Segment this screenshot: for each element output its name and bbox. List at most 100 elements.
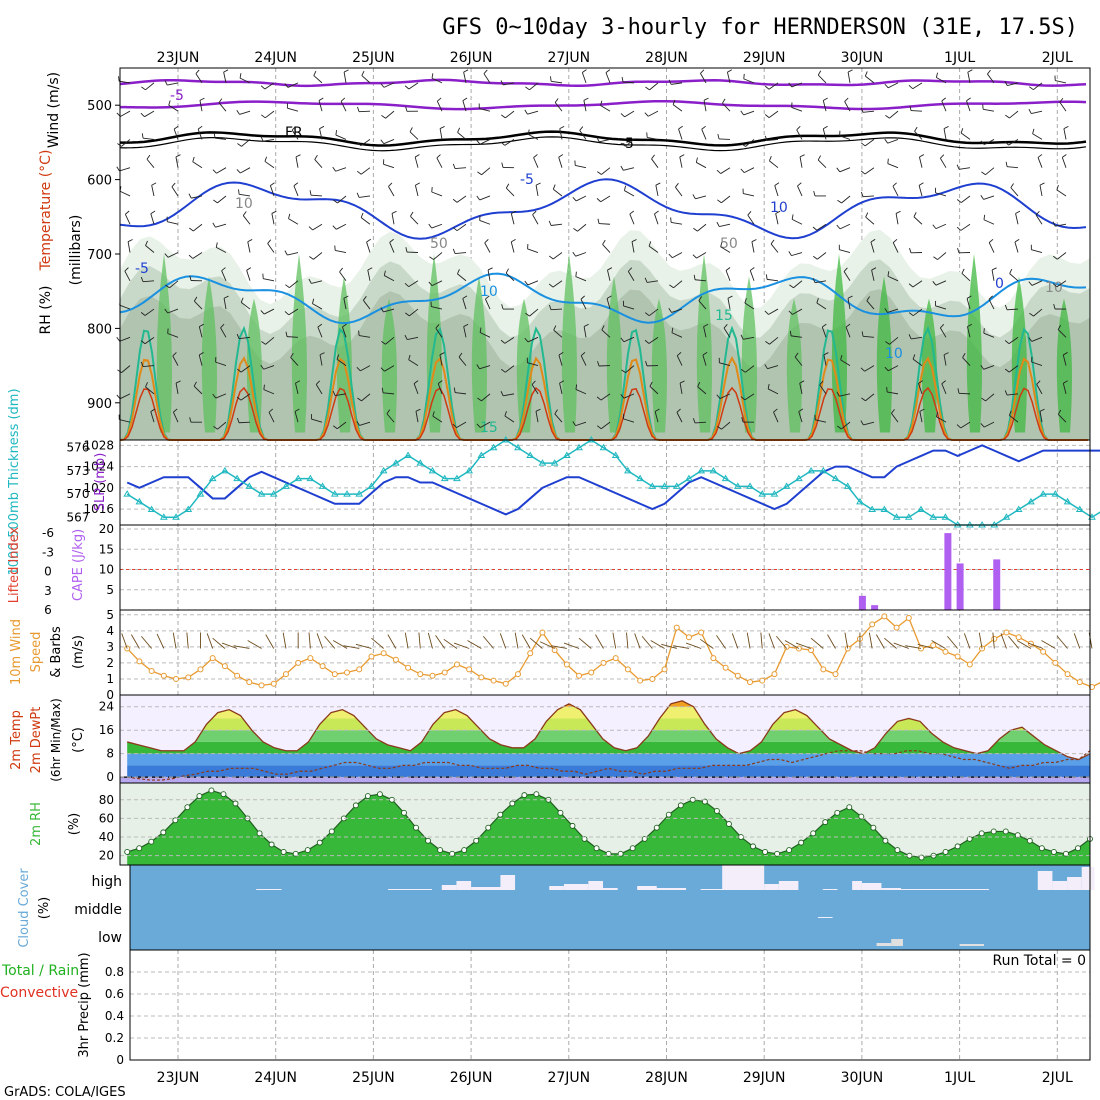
surface-wind-barb <box>612 632 617 649</box>
high-cloud-block <box>549 886 564 890</box>
wind-barb <box>648 110 659 117</box>
wind-barb <box>864 167 875 175</box>
wind-barb <box>239 193 251 197</box>
wind-barb <box>383 82 395 88</box>
wind-barb-flag <box>284 250 288 256</box>
wind-barb <box>697 386 707 395</box>
wind-barb <box>743 78 755 84</box>
wind-barb <box>843 271 851 282</box>
wind-barb <box>887 139 899 144</box>
wind-barb <box>290 357 299 366</box>
high-cloud-block <box>700 889 726 890</box>
wind-barb <box>197 128 203 140</box>
wind-barb-flag <box>1029 86 1034 91</box>
wind-speed-point <box>759 677 766 684</box>
wind-barb <box>798 411 803 423</box>
wind-barb <box>935 305 947 310</box>
wind-barb <box>671 82 683 85</box>
wind-barb-flag <box>768 156 772 162</box>
precip-tick-label: 0.2 <box>105 1031 124 1045</box>
surface-wind-barb <box>931 640 946 649</box>
wind-barb <box>1062 354 1067 366</box>
wind-barb-flag <box>912 354 916 360</box>
wind-barb <box>146 158 155 168</box>
wind-barb-flag <box>861 397 866 402</box>
rh-point <box>533 791 540 798</box>
contour-label: -5 <box>520 172 534 188</box>
rh-tick-label: 40 <box>99 830 114 844</box>
wind-barb-flag <box>675 182 679 188</box>
high-cloud-block <box>637 886 657 890</box>
thickness-marker <box>782 482 791 489</box>
wind-barb-flag <box>935 72 938 78</box>
wind-barb <box>960 195 971 203</box>
wind-barb-flag <box>884 308 888 313</box>
wind-barb <box>816 223 827 231</box>
wind-barb-flag <box>332 166 336 172</box>
wind-barb-flag <box>215 242 218 248</box>
rh-point <box>786 847 793 854</box>
wind-barb <box>504 415 515 423</box>
wind-barb <box>167 82 179 86</box>
wind-barb-flag <box>319 352 325 356</box>
rh-point <box>593 845 600 852</box>
wind-barb-flag <box>887 158 889 164</box>
wind-barb-flag <box>823 97 828 101</box>
wind-barb-flag <box>676 352 682 357</box>
wind-barb-flag <box>431 73 434 79</box>
wind-barb <box>676 412 683 423</box>
surface-wind-barb <box>172 632 177 649</box>
wind-barb <box>1007 82 1019 87</box>
wind-barb-flag <box>693 274 696 280</box>
high-cloud-block <box>602 888 618 890</box>
contour-minus5 <box>119 99 1087 111</box>
wind-barb-flag <box>501 304 504 310</box>
wind-barb <box>627 271 635 282</box>
thickness-marker <box>514 443 522 451</box>
thickness-marker <box>917 505 925 513</box>
wind-barb <box>120 110 131 117</box>
wind-barb <box>768 308 779 315</box>
wind-barb <box>840 359 851 366</box>
thickness-marker <box>269 490 278 497</box>
wind-barb-flag <box>483 69 488 74</box>
wind-barb <box>439 354 443 366</box>
wind-barb-flag <box>861 331 864 337</box>
wind-speed-point <box>478 674 485 681</box>
wind-barb <box>1059 101 1067 112</box>
wind-barb-flag <box>357 397 362 402</box>
wind-barb-flag <box>437 380 443 384</box>
wind-barb <box>702 354 707 366</box>
thickness-marker <box>807 466 815 474</box>
wind-barb <box>1057 252 1067 260</box>
wind-barb-flag <box>860 420 864 426</box>
wind-barb-flag <box>358 330 360 336</box>
wind-barb-flag <box>380 139 385 144</box>
wind-barb-flag <box>213 199 218 204</box>
thickness-marker <box>550 459 559 466</box>
wind-barb <box>263 138 275 142</box>
wind-barb <box>457 273 467 282</box>
wind-barb <box>745 365 755 373</box>
wind-barb-flag <box>315 380 320 385</box>
wind-barb <box>145 245 155 253</box>
wind-barb <box>535 185 539 197</box>
wind-speed-point <box>173 675 180 682</box>
thickness-marker <box>892 513 901 520</box>
wind-barb-flag <box>388 182 393 187</box>
wind-barb-flag <box>531 380 536 385</box>
wind-speed-point <box>673 624 680 631</box>
wind-barb <box>918 383 923 395</box>
wind-barb-flag <box>236 169 241 174</box>
thickness-marker <box>1075 505 1084 513</box>
surface-wind-barb <box>265 634 275 649</box>
wind-barb <box>215 361 227 367</box>
wind-barb-flag <box>967 69 973 73</box>
wind-barb <box>360 167 371 175</box>
wind-barb-flag <box>171 182 176 188</box>
wind-speed-point <box>246 679 253 686</box>
thickness-marker <box>1063 497 1072 505</box>
wind-barb-flag <box>940 154 945 159</box>
wind-barb <box>437 383 443 395</box>
cape-bar <box>956 563 964 610</box>
